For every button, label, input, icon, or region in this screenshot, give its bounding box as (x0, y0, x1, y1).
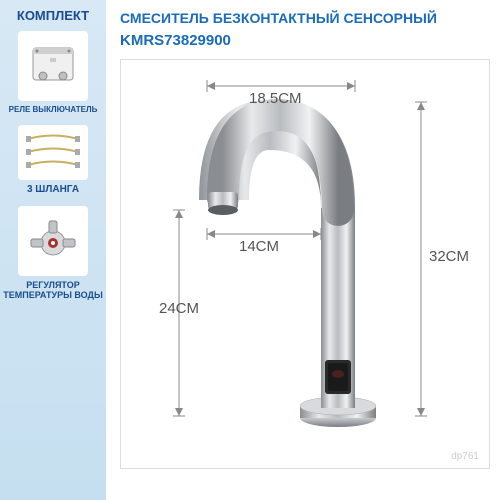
dim-spout-reach: 18.5CM (249, 90, 302, 107)
product-diagram: 18.5CM 14CM 24CM 32CM dp761 (120, 59, 490, 469)
product-title: СМЕСИТЕЛЬ БЕЗКОНТАКТНЫЙ СЕНСОРНЫЙ (120, 10, 490, 26)
valve-icon (18, 206, 88, 276)
page-container: КОМПЛЕКТ РЕЛЕ ВЫКЛЮЧАТЕЛЬ (0, 0, 500, 500)
kit-item-label: РЕЛЕ ВЫКЛЮЧАТЕЛЬ (9, 105, 98, 115)
kit-item-control-box: РЕЛЕ ВЫКЛЮЧАТЕЛЬ (9, 31, 98, 115)
dim-spout-inner: 14CM (239, 238, 279, 255)
main-panel: СМЕСИТЕЛЬ БЕЗКОНТАКТНЫЙ СЕНСОРНЫЙ KMRS73… (106, 0, 500, 500)
sidebar-title: КОМПЛЕКТ (17, 8, 89, 23)
kit-sidebar: КОМПЛЕКТ РЕЛЕ ВЫКЛЮЧАТЕЛЬ (0, 0, 106, 500)
faucet-illustration: 18.5CM 14CM 24CM 32CM dp761 (121, 60, 489, 468)
dim-total-height: 32CM (429, 248, 469, 265)
control-box-icon (18, 31, 88, 101)
product-sku: KMRS73829900 (120, 32, 490, 49)
dim-body-height: 24CM (159, 300, 199, 317)
kit-item-valve: РЕГУЛЯТОР ТЕМПЕРАТУРЫ ВОДЫ (0, 206, 106, 302)
kit-item-hoses: 3 ШЛАНГА (18, 125, 88, 196)
hoses-icon (18, 125, 88, 180)
watermark: dp761 (451, 451, 479, 462)
kit-item-label: РЕГУЛЯТОР ТЕМПЕРАТУРЫ ВОДЫ (0, 280, 106, 302)
kit-item-label: 3 ШЛАНГА (27, 184, 79, 196)
